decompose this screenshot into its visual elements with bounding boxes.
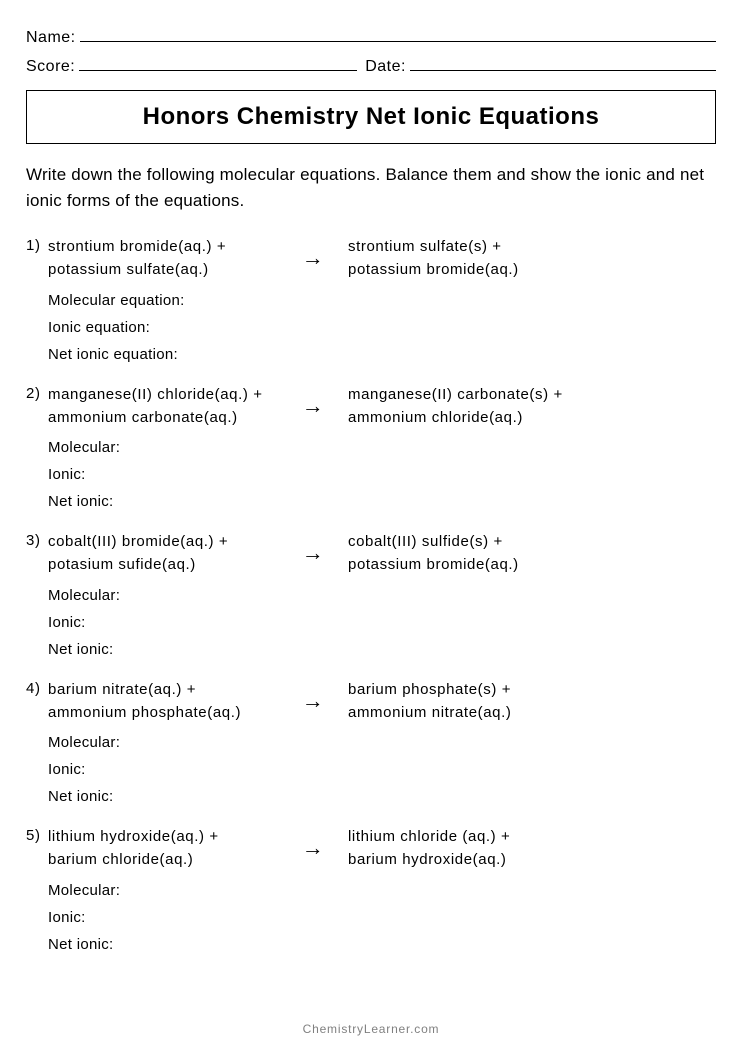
answer-prompts: Molecular: Ionic: Net ionic: [26, 882, 716, 953]
name-label: Name: [26, 29, 76, 47]
question-number: 2) [26, 383, 48, 406]
reactants-text: lithium hydroxide(aq.) +barium chloride(… [48, 825, 278, 872]
instructions-text: Write down the following molecular equat… [26, 162, 716, 213]
reaction-row: 5)lithium hydroxide(aq.) +barium chlorid… [26, 825, 716, 872]
products-text: barium phosphate(s) +ammonium nitrate(aq… [348, 678, 716, 725]
molecular-prompt: Molecular: [48, 734, 716, 751]
products-text: lithium chloride (aq.) +barium hydroxide… [348, 825, 716, 872]
reactants-text: strontium bromide(aq.) +potassium sulfat… [48, 235, 278, 282]
ionic-prompt: Ionic equation: [48, 319, 716, 336]
molecular-prompt: Molecular: [48, 882, 716, 899]
reaction-row: 3)cobalt(III) bromide(aq.) +potasium suf… [26, 530, 716, 577]
arrow-icon: → [278, 393, 348, 419]
answer-prompts: Molecular: Ionic: Net ionic: [26, 734, 716, 805]
footer-credit: ChemistryLearner.com [0, 1022, 742, 1036]
question-block: 1)strontium bromide(aq.) +potassium sulf… [26, 235, 716, 363]
question-block: 3)cobalt(III) bromide(aq.) +potasium suf… [26, 530, 716, 658]
molecular-prompt: Molecular: [48, 439, 716, 456]
products-text: manganese(II) carbonate(s) +ammonium chl… [348, 383, 716, 430]
arrow-icon: → [278, 540, 348, 566]
question-number: 1) [26, 235, 48, 258]
question-number: 3) [26, 530, 48, 553]
ionic-prompt: Ionic: [48, 761, 716, 778]
name-blank-line[interactable] [80, 28, 716, 42]
arrow-icon: → [278, 835, 348, 861]
reactants-text: cobalt(III) bromide(aq.) +potasium sufid… [48, 530, 278, 577]
date-label: Date: [365, 58, 406, 76]
reactants-text: manganese(II) chloride(aq.) +ammonium ca… [48, 383, 278, 430]
net-ionic-prompt: Net ionic equation: [48, 346, 716, 363]
score-label: Score: [26, 58, 75, 76]
score-date-row: Score: Date: [26, 57, 716, 76]
molecular-prompt: Molecular: [48, 587, 716, 604]
products-text: cobalt(III) sulfide(s) +potassium bromid… [348, 530, 716, 577]
score-blank-line[interactable] [79, 57, 357, 71]
ionic-prompt: Ionic: [48, 614, 716, 631]
products-text: strontium sulfate(s) +potassium bromide(… [348, 235, 716, 282]
name-field-row: Name: [26, 28, 716, 47]
answer-prompts: Molecular: Ionic: Net ionic: [26, 439, 716, 510]
arrow-icon: → [278, 245, 348, 271]
reaction-row: 2)manganese(II) chloride(aq.) +ammonium … [26, 383, 716, 430]
question-block: 2)manganese(II) chloride(aq.) +ammonium … [26, 383, 716, 511]
question-block: 5)lithium hydroxide(aq.) +barium chlorid… [26, 825, 716, 953]
reaction-row: 4)barium nitrate(aq.) +ammonium phosphat… [26, 678, 716, 725]
ionic-prompt: Ionic: [48, 909, 716, 926]
arrow-icon: → [278, 688, 348, 714]
answer-prompts: Molecular equation: Ionic equation: Net io… [26, 292, 716, 363]
ionic-prompt: Ionic: [48, 466, 716, 483]
date-blank-line[interactable] [410, 57, 716, 71]
molecular-prompt: Molecular equation: [48, 292, 716, 309]
answer-prompts: Molecular: Ionic: Net ionic: [26, 587, 716, 658]
net-ionic-prompt: Net ionic: [48, 641, 716, 658]
question-block: 4)barium nitrate(aq.) +ammonium phosphat… [26, 678, 716, 806]
reactants-text: barium nitrate(aq.) +ammonium phosphate(… [48, 678, 278, 725]
reaction-row: 1)strontium bromide(aq.) +potassium sulf… [26, 235, 716, 282]
question-number: 4) [26, 678, 48, 701]
title-box: Honors Chemistry Net Ionic Equations [26, 90, 716, 144]
question-number: 5) [26, 825, 48, 848]
questions-list: 1)strontium bromide(aq.) +potassium sulf… [26, 235, 716, 953]
worksheet-title: Honors Chemistry Net Ionic Equations [35, 103, 707, 131]
net-ionic-prompt: Net ionic: [48, 936, 716, 953]
net-ionic-prompt: Net ionic: [48, 493, 716, 510]
net-ionic-prompt: Net ionic: [48, 788, 716, 805]
